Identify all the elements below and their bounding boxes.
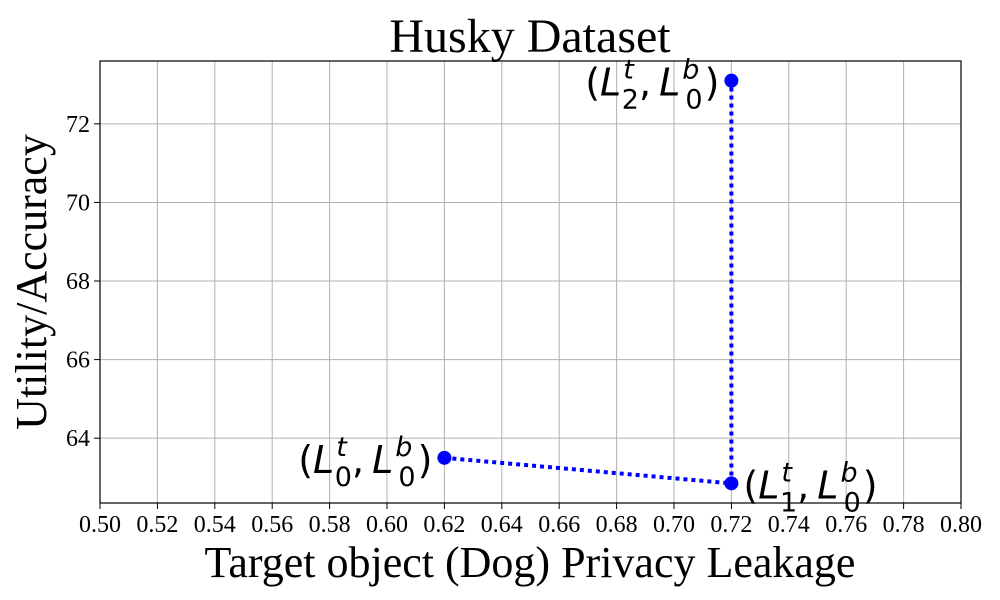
data-point — [724, 476, 739, 491]
plot-frame — [99, 60, 962, 504]
y-tick-label: 68 — [66, 269, 90, 295]
x-tick-label: 0.54 — [194, 512, 236, 538]
y-tick-label: 64 — [66, 426, 90, 452]
x-tick-label: 0.58 — [309, 512, 351, 538]
x-tick-label: 0.56 — [251, 512, 293, 538]
y-tick-label: 72 — [66, 112, 90, 138]
x-tick-label: 0.76 — [825, 512, 867, 538]
data-point-label: (Lt 2, Lb 0) — [585, 55, 719, 116]
x-tick-label: 0.74 — [768, 512, 810, 538]
x-tick-label: 0.78 — [883, 512, 925, 538]
data-point-label: (Lt 0, Lb 0) — [298, 432, 432, 493]
y-tick-label: 66 — [66, 348, 90, 374]
series-line — [444, 80, 734, 486]
x-axis-ticks: 0.50 0.52 0.54 0.56 0.58 0.60 0.62 0.64 0.66 0.68… — [79, 503, 982, 538]
y-axis-ticks: 64 66 68 70 72 — [66, 112, 100, 452]
x-axis-label: Target object (Dog) Privacy Leakage — [205, 538, 856, 587]
x-tick-label: 0.62 — [423, 512, 465, 538]
x-tick-label: 0.72 — [710, 512, 752, 538]
x-tick-label: 0.80 — [940, 512, 982, 538]
x-tick-label: 0.66 — [538, 512, 580, 538]
series-group: (Lt 0, Lb 0) (Lt 1, Lb 0) (Lt 2, Lb 0) — [298, 55, 877, 519]
y-axis-label: Utility/Accuracy — [7, 134, 56, 430]
data-point — [437, 450, 452, 465]
data-point — [724, 73, 739, 88]
data-point-label: (Lt 1, Lb 0) — [743, 457, 877, 518]
grid — [99, 61, 962, 503]
x-tick-label: 0.70 — [653, 512, 695, 538]
x-tick-label: 0.60 — [366, 512, 408, 538]
x-tick-label: 0.68 — [596, 512, 638, 538]
x-tick-label: 0.52 — [136, 512, 178, 538]
y-tick-label: 70 — [66, 190, 90, 216]
x-tick-label: 0.50 — [79, 512, 121, 538]
x-tick-label: 0.64 — [481, 512, 523, 538]
chart-title: Husky Dataset — [389, 10, 671, 63]
